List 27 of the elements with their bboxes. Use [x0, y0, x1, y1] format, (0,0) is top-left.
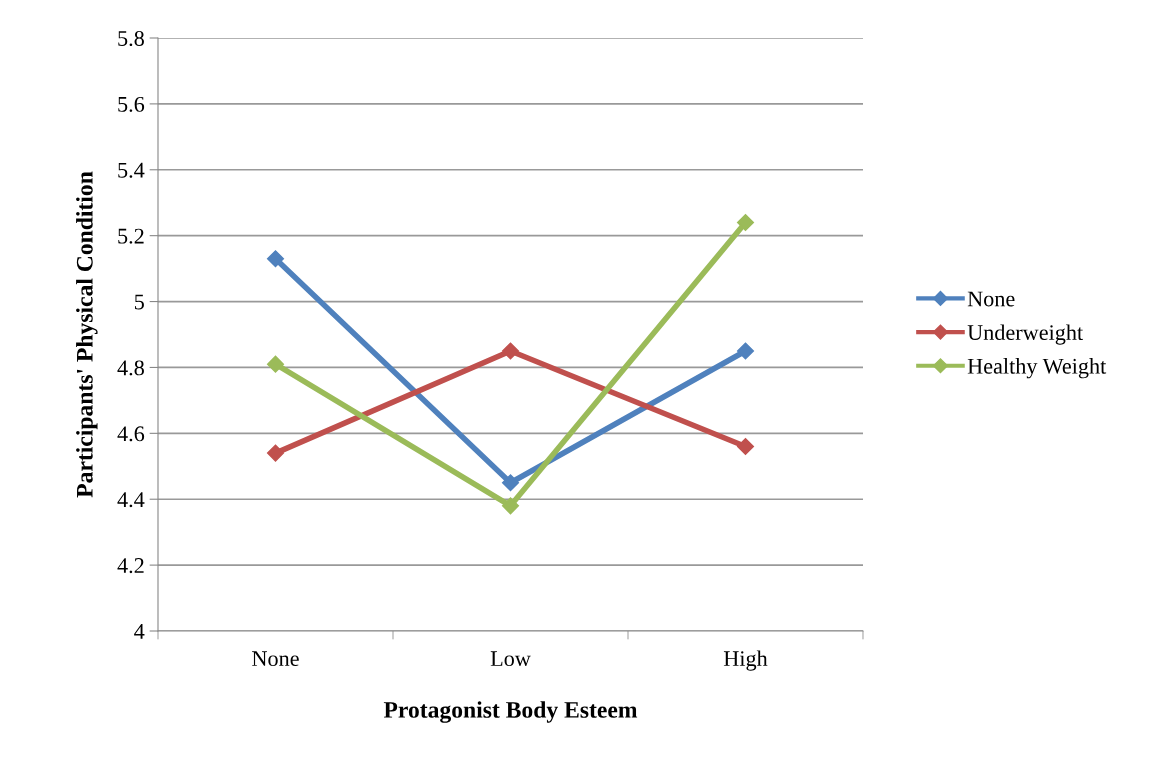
y-tick-label: 5 [134, 294, 144, 310]
point [736, 342, 755, 360]
point [266, 355, 285, 373]
y-tick-label: 4.8 [117, 360, 144, 376]
point [501, 474, 520, 492]
point [736, 437, 755, 456]
y-tick-label: 5.8 [118, 30, 144, 47]
point [266, 444, 285, 462]
y-tick-label: 5.6 [118, 96, 145, 112]
y-tick-label: 4 [134, 624, 145, 639]
point [501, 497, 520, 515]
y-tick-label: 4.2 [117, 558, 144, 574]
x-tick-label: High [723, 650, 768, 671]
legend-label: None [967, 291, 1015, 307]
x-axis-title: Protagonist Body Esteem [383, 701, 638, 723]
x-tick-label: None [252, 651, 299, 667]
y-tick-label: 4.4 [117, 492, 145, 508]
point [266, 250, 285, 268]
y-axis-title: Participants' Physical Condition [76, 171, 98, 498]
y-tick-label: 5.4 [118, 162, 145, 178]
legend-label: Healthy Weight [967, 358, 1107, 379]
x-tick-label: Low [490, 651, 531, 667]
y-tick-label: 4.6 [117, 426, 145, 442]
point [736, 213, 755, 232]
y-tick-label: 5.2 [118, 228, 144, 244]
legend-label: Underweight [967, 324, 1084, 345]
point [501, 342, 520, 360]
